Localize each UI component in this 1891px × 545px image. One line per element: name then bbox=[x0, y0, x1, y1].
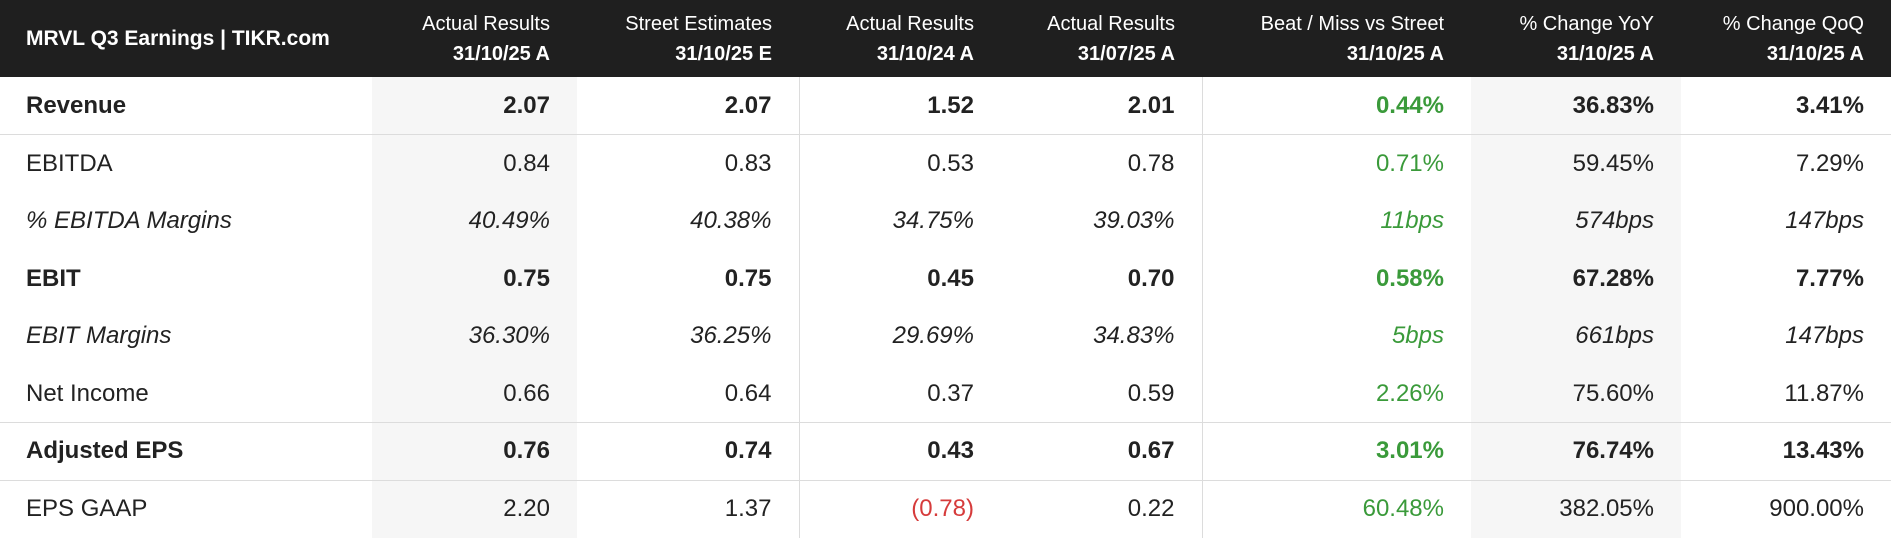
table-cell: 0.37 bbox=[798, 364, 1001, 423]
table-title: MRVL Q3 Earnings | TIKR.com bbox=[26, 26, 330, 50]
row-label: EBIT bbox=[26, 264, 81, 292]
table-cell: 382.05% bbox=[1471, 479, 1681, 538]
table-cell: 0.64 bbox=[724, 379, 772, 407]
column-header-label: Actual Results bbox=[422, 12, 550, 35]
table-cell: 59.45% bbox=[1471, 134, 1681, 193]
table-cell: 36.25% bbox=[690, 322, 772, 350]
table-row: Revenue 2.07 2.07 1.52 2.01 0.44% 36.83%… bbox=[0, 77, 1891, 135]
table-cell: 0.78 bbox=[1001, 134, 1202, 193]
column-header-label: % Change QoQ bbox=[1722, 12, 1864, 35]
column-header-label: Actual Results bbox=[846, 12, 974, 35]
column-header: Beat / Miss vs Street 31/10/25 A bbox=[1202, 0, 1471, 77]
table-row: Adjusted EPS 0.76 0.74 0.43 0.67 3.01% 7… bbox=[0, 422, 1891, 481]
table-cell: 2.01 bbox=[1127, 91, 1175, 119]
table-cell: 34.75% bbox=[798, 192, 1001, 250]
column-header-label: Actual Results bbox=[1047, 12, 1175, 35]
table-cell: 36.83% bbox=[1471, 77, 1681, 135]
table-cell: 0.43 bbox=[798, 422, 1001, 481]
table-cell: 0.66 bbox=[372, 364, 577, 423]
column-header-label: Street Estimates bbox=[625, 12, 772, 35]
table-cell: 67.28% bbox=[1471, 249, 1681, 308]
table-cell: 1.37 bbox=[577, 479, 799, 538]
table-cell: 0.76 bbox=[372, 422, 577, 481]
table-cell: 0.83 bbox=[577, 134, 799, 193]
table-cell: 661bps bbox=[1471, 307, 1681, 365]
table-cell: 2.20 bbox=[372, 479, 577, 538]
table-row: Net Income 0.66 0.64 0.37 0.59 2.26% 75.… bbox=[0, 364, 1891, 423]
table-cell: 0.22 bbox=[1001, 479, 1202, 538]
column-header-date: 31/10/25 E bbox=[675, 42, 772, 65]
column-header-date: 31/07/25 A bbox=[1077, 42, 1175, 65]
column-header-label: % Change YoY bbox=[1519, 12, 1654, 35]
column-header: Actual Results 31/07/25 A bbox=[1001, 0, 1202, 77]
row-label: Revenue bbox=[26, 91, 127, 119]
row-label: % EBITDA Margins bbox=[26, 206, 232, 234]
table-cell: 0.70 bbox=[1127, 264, 1175, 292]
column-header: Street Estimates 31/10/25 E bbox=[577, 0, 799, 77]
column-header: % Change QoQ 31/10/25 A bbox=[1681, 0, 1891, 77]
bottom-margin bbox=[0, 538, 1891, 545]
table-cell: 75.60% bbox=[1471, 364, 1681, 423]
column-header-date: 31/10/25 A bbox=[452, 42, 550, 65]
table-cell: 40.38% bbox=[690, 206, 772, 234]
table-cell: 7.77% bbox=[1795, 264, 1864, 292]
table-cell: 29.69% bbox=[798, 307, 1001, 365]
row-label: EBIT Margins bbox=[26, 322, 172, 350]
table-cell: 11.87% bbox=[1784, 379, 1864, 407]
table-cell: 0.53 bbox=[798, 134, 1001, 193]
table-cell: 39.03% bbox=[1093, 206, 1175, 234]
table-cell: 34.83% bbox=[1093, 322, 1175, 350]
table-cell: 574bps bbox=[1471, 192, 1681, 250]
table-cell: 3.41% bbox=[1795, 91, 1864, 119]
table-cell: 2.26% bbox=[1201, 364, 1471, 423]
table-cell: 0.67 bbox=[1001, 422, 1202, 481]
table-cell: 0.75 bbox=[372, 249, 577, 308]
table-cell: 1.52 bbox=[798, 77, 1001, 135]
table-cell: 76.74% bbox=[1471, 422, 1681, 481]
table-cell: 60.48% bbox=[1201, 479, 1471, 538]
table-cell: 11bps bbox=[1201, 192, 1471, 250]
column-header-date: 31/10/25 A bbox=[1346, 42, 1444, 65]
column-header: Actual Results 31/10/25 A bbox=[372, 0, 577, 77]
table-cell: 3.01% bbox=[1201, 422, 1471, 481]
column-header-date: 31/10/25 A bbox=[1556, 42, 1654, 65]
table-row: EPS GAAP 2.20 1.37 (0.78) 0.22 60.48% 38… bbox=[0, 479, 1891, 538]
table-row: % EBITDA Margins 40.49% 40.38% 34.75% 39… bbox=[0, 192, 1891, 250]
table-cell: 0.58% bbox=[1201, 249, 1471, 308]
table-cell: 0.75 bbox=[724, 264, 772, 292]
table-cell: 36.30% bbox=[372, 307, 577, 365]
table-cell: 2.07 bbox=[372, 77, 577, 135]
row-label: EPS GAAP bbox=[0, 479, 372, 538]
table-row: EBIT 0.75 0.75 0.45 0.70 0.58% 67.28% 7.… bbox=[0, 249, 1891, 308]
column-header: Actual Results 31/10/24 A bbox=[799, 0, 1001, 77]
table-cell: 13.43% bbox=[1681, 422, 1891, 481]
table-cell: 0.71% bbox=[1201, 134, 1471, 193]
header-row: MRVL Q3 Earnings | TIKR.com Actual Resul… bbox=[0, 0, 1891, 77]
table-cell: 0.84 bbox=[372, 134, 577, 193]
table-cell: 0.44% bbox=[1201, 77, 1471, 135]
table-cell: 147bps bbox=[1785, 322, 1864, 350]
column-header-date: 31/10/24 A bbox=[876, 42, 974, 65]
table-cell: 147bps bbox=[1785, 206, 1864, 234]
column-header-label: Beat / Miss vs Street bbox=[1260, 12, 1444, 35]
table-row: EBITDA 0.84 0.83 0.53 0.78 0.71% 59.45% … bbox=[0, 134, 1891, 193]
table-cell: 0.74 bbox=[577, 422, 799, 481]
column-header: % Change YoY 31/10/25 A bbox=[1471, 0, 1681, 77]
table-cell: (0.78) bbox=[798, 479, 1001, 538]
row-label: Adjusted EPS bbox=[0, 422, 372, 481]
row-label: Net Income bbox=[26, 379, 149, 407]
table-cell: 0.45 bbox=[798, 249, 1001, 308]
table-cell: 5bps bbox=[1201, 307, 1471, 365]
table-cell: 0.59 bbox=[1127, 379, 1175, 407]
column-header-date: 31/10/25 A bbox=[1766, 42, 1864, 65]
table-cell: 7.29% bbox=[1681, 134, 1891, 193]
table-cell: 900.00% bbox=[1681, 479, 1891, 538]
table-cell: 2.07 bbox=[724, 91, 772, 119]
row-label: EBITDA bbox=[0, 134, 372, 193]
table-cell: 40.49% bbox=[372, 192, 577, 250]
table-row: EBIT Margins 36.30% 36.25% 29.69% 34.83%… bbox=[0, 307, 1891, 365]
